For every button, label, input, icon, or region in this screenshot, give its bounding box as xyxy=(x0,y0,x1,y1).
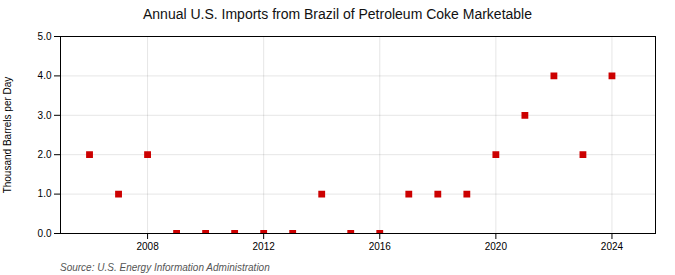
svg-text:2.0: 2.0 xyxy=(38,149,52,160)
svg-text:3.0: 3.0 xyxy=(38,110,52,121)
svg-text:4.0: 4.0 xyxy=(38,70,52,81)
svg-text:Thousand Barrels per Day: Thousand Barrels per Day xyxy=(2,77,13,194)
svg-text:5.0: 5.0 xyxy=(38,31,52,42)
svg-text:0.0: 0.0 xyxy=(38,228,52,239)
svg-text:2012: 2012 xyxy=(253,241,276,252)
html-text:Annual U.S. Imports from Brazi: Annual U.S. Imports from Brazil of Petro… xyxy=(143,6,532,22)
svg-text:2008: 2008 xyxy=(136,241,159,252)
svg-text:2020: 2020 xyxy=(485,241,508,252)
svg-text:2016: 2016 xyxy=(369,241,392,252)
svg-text:2024: 2024 xyxy=(601,241,624,252)
svg-text:1.0: 1.0 xyxy=(38,188,52,199)
html-text:Source: U.S. Energy Informatio: Source: U.S. Energy Information Administ… xyxy=(60,262,270,273)
